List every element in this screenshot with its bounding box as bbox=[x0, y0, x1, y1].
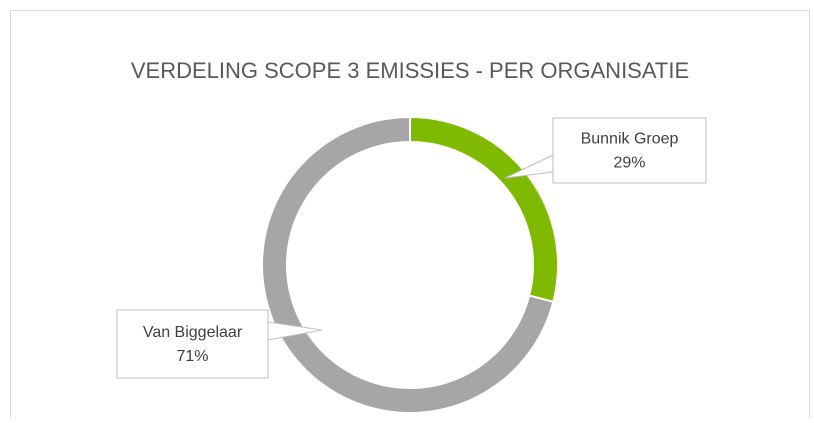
data-label-mask bbox=[554, 119, 705, 182]
chart-title: VERDELING SCOPE 3 EMISSIES - PER ORGANIS… bbox=[131, 58, 689, 83]
data-label-name: Van Biggelaar bbox=[143, 324, 243, 341]
donut-segment bbox=[261, 115, 555, 414]
data-label-mask bbox=[118, 311, 267, 377]
data-label-value: 71% bbox=[176, 348, 208, 365]
data-label-value: 29% bbox=[613, 155, 645, 172]
data-label-name: Bunnik Groep bbox=[581, 131, 679, 148]
